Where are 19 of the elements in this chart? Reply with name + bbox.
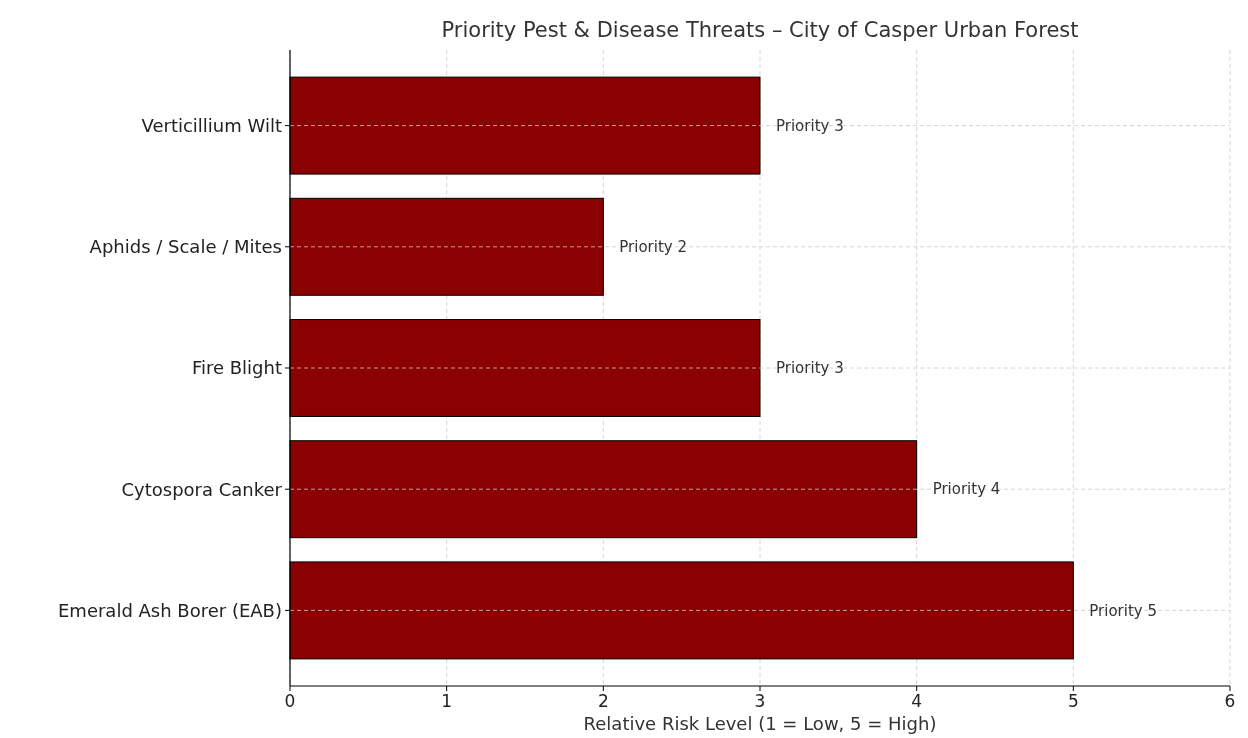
x-tick-label: 4 xyxy=(911,691,923,711)
y-tick-label: Cytospora Canker xyxy=(121,478,283,500)
data-label: Priority 4 xyxy=(932,480,1001,499)
data-label: Priority 3 xyxy=(776,116,844,135)
x-tick-label: 6 xyxy=(1224,691,1236,711)
y-tick-label: Verticillium Wilt xyxy=(141,114,282,136)
data-label: Priority 3 xyxy=(776,359,844,378)
y-tick-label: Fire Blight xyxy=(191,357,282,379)
x-tick-label: 5 xyxy=(1067,691,1079,711)
chart-title: Priority Pest & Disease Threats – City of Casper Urban Forest xyxy=(441,18,1079,42)
y-tick-label: Aphids / Scale / Mites xyxy=(89,236,282,258)
x-axis-title: Relative Risk Level (1 = Low, 5 = High) xyxy=(583,713,937,734)
x-tick-label: 0 xyxy=(284,691,296,711)
data-label: Priority 5 xyxy=(1089,601,1158,620)
x-tick-label: 1 xyxy=(441,691,453,711)
y-tick-label: Emerald Ash Borer (EAB) xyxy=(57,599,282,621)
x-tick-label: 2 xyxy=(597,691,609,711)
data-label: Priority 2 xyxy=(619,238,688,257)
x-tick-label: 3 xyxy=(754,691,766,711)
